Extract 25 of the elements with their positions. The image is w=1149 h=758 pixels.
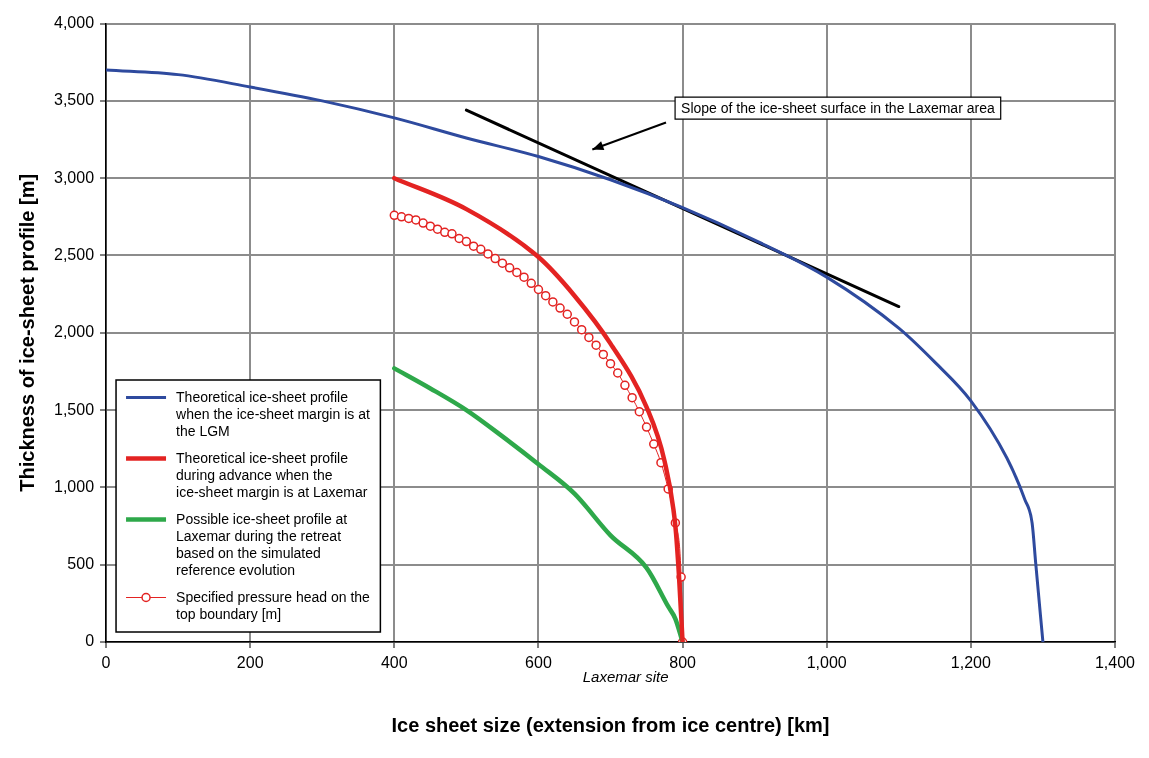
y-tick-label: 2,500 (53, 245, 95, 263)
x-tick-label: 1,000 (806, 654, 847, 672)
x-tick-label: 400 (380, 654, 408, 672)
y-tick-label: 4,000 (53, 14, 95, 32)
y-tick-label: 3,500 (53, 91, 95, 109)
legend-label: Possible ice-sheet profile at Laxemar during the retreat based on the simulated reference evolution (176, 511, 348, 579)
y-tick-label: 1,000 (53, 477, 95, 495)
x-tick-label: 1,200 (950, 654, 991, 672)
y-tick-label: 500 (67, 555, 95, 573)
y-tick-label: 3,000 (53, 168, 95, 186)
legend-label: Theoretical ice-sheet profile when the ice-sheet margin is at the LGM (175, 389, 370, 440)
legend-label: Specified pressure head on the top boundary [m] (176, 589, 371, 623)
y-axis-title: Thickness of ice-sheet profile [m] (15, 173, 38, 492)
annotation: Slope of the ice-sheet surface in the Laxemar area (681, 100, 995, 117)
x-tick-label: 0 (101, 654, 111, 672)
x-tick-label: 800 (669, 654, 697, 672)
y-tick-label: 1,500 (53, 400, 95, 418)
x-tick-label: 1,400 (1094, 654, 1136, 672)
x-tick-label: 200 (236, 654, 264, 672)
legend-label: Theoretical ice-sheet profile during advance when the ice-sheet margin is at Laxemar (176, 450, 368, 501)
x-axis-title: Ice sheet size (extension from ice centre) [km] (391, 713, 830, 736)
x-tick-label: 600 (525, 654, 552, 672)
y-tick-label: 0 (85, 632, 95, 650)
text: Laxemar site (582, 667, 669, 685)
y-tick-label: 2,000 (53, 323, 95, 341)
